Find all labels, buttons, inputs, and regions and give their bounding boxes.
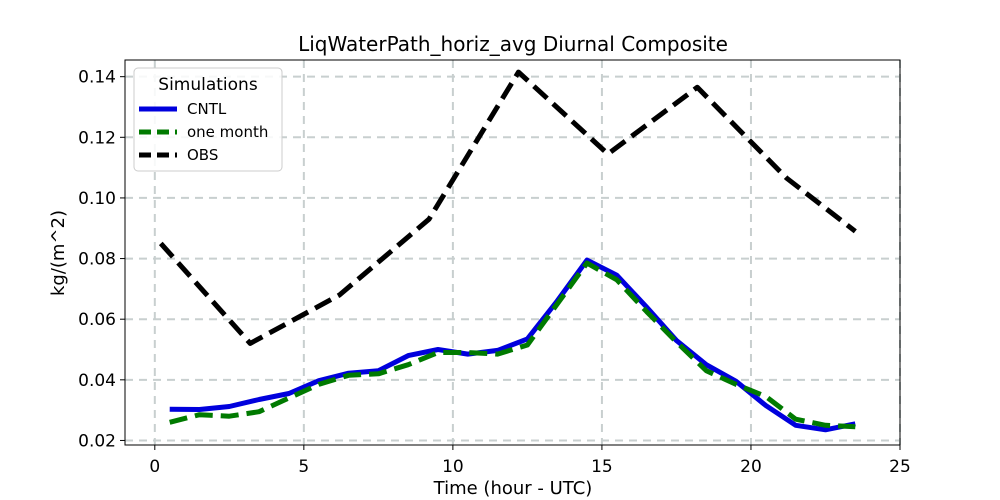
x-axis-ticks: 0 5 10 15 20 25 (149, 445, 911, 477)
x-tick-label: 0 (149, 457, 160, 477)
legend-entries: CNTL one month OBS (139, 100, 268, 164)
y-tick-label: 0.02 (78, 431, 116, 451)
y-tick-label: 0.10 (78, 189, 116, 209)
y-tick-label: 0.12 (78, 128, 116, 148)
legend-label: OBS (187, 146, 218, 164)
y-axis-ticks: 0.02 0.04 0.06 0.08 0.10 0.12 0.14 (78, 68, 125, 451)
y-tick-label: 0.14 (78, 68, 116, 88)
legend[interactable]: Simulations CNTL one month OBS (133, 67, 283, 172)
x-tick-label: 15 (591, 457, 613, 477)
plot-frame (124, 59, 901, 446)
x-tick-label: 5 (298, 457, 309, 477)
series-lines (158, 69, 857, 433)
x-axis-label: Time (hour - UTC) (433, 478, 593, 499)
chart-title: LiqWaterPath_horiz_avg Diurnal Composite (298, 32, 728, 56)
legend-label: CNTL (187, 100, 227, 118)
legend-title: Simulations (158, 75, 258, 95)
legend-box (133, 67, 283, 172)
series-line-cntl (169, 257, 856, 433)
series-line-obs (158, 69, 857, 346)
x-tick-label: 25 (889, 457, 911, 477)
series-line-one-month (169, 260, 856, 430)
legend-label: one month (187, 123, 268, 141)
x-tick-label: 20 (740, 457, 762, 477)
y-tick-label: 0.04 (78, 371, 116, 391)
y-tick-label: 0.06 (78, 310, 116, 330)
y-axis-label: kg/(m^2) (48, 210, 69, 296)
x-tick-label: 10 (442, 457, 464, 477)
y-tick-label: 0.08 (78, 250, 116, 270)
